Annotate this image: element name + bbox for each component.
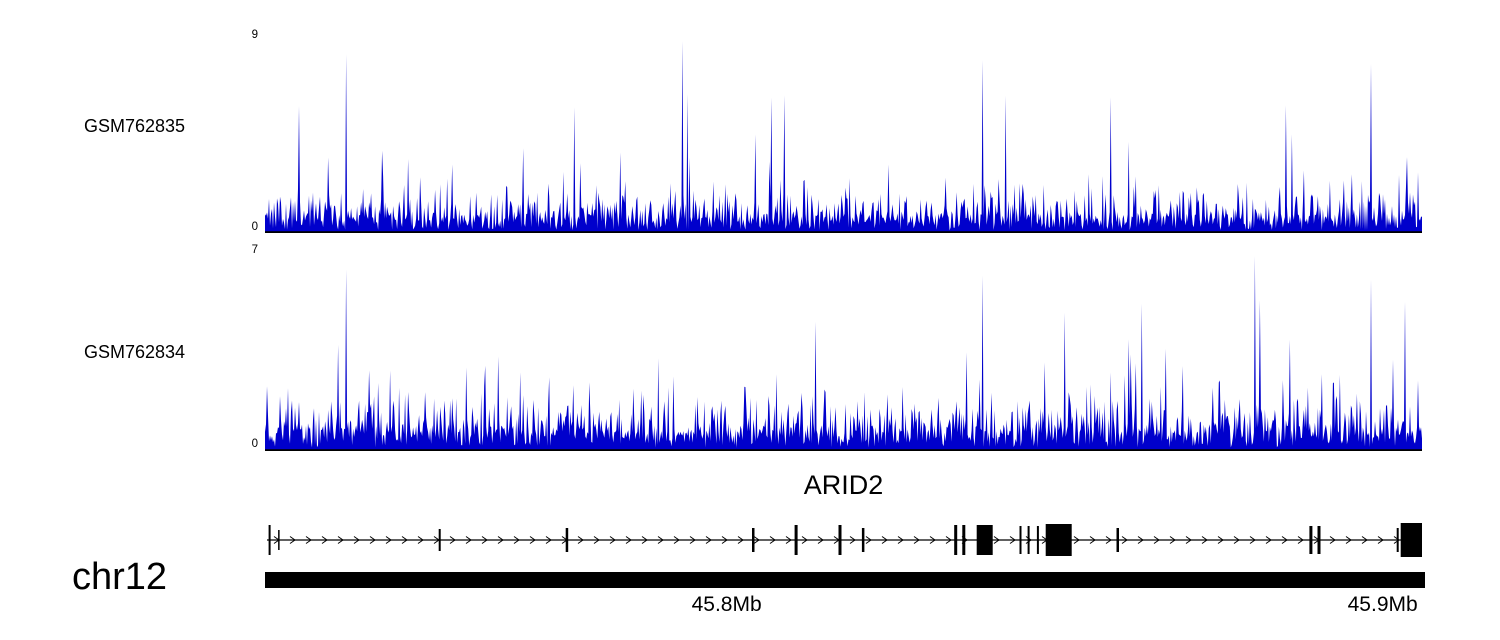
chromosome-label: chr12: [72, 556, 168, 598]
signal-track-gsm762834: [265, 256, 1422, 451]
coordinate-tick-45-8mb: 45.8Mb: [691, 593, 762, 616]
chromosome-bar: [265, 572, 1425, 588]
track2-ymax-label: 7: [251, 244, 258, 256]
track1-ymin-label: 0: [251, 221, 258, 233]
track2-ymin-label: 0: [251, 438, 258, 450]
signal-track-gsm762835: [265, 41, 1422, 233]
track-label-gsm762835: GSM762835: [84, 116, 186, 136]
track1-ymax-label: 9: [251, 29, 258, 41]
gene-name-label: ARID2: [803, 470, 884, 500]
coordinate-tick-45-9mb: 45.9Mb: [1347, 593, 1418, 616]
track-label-gsm762834: GSM762834: [84, 342, 186, 362]
gene-model-arid2: [267, 523, 1422, 557]
